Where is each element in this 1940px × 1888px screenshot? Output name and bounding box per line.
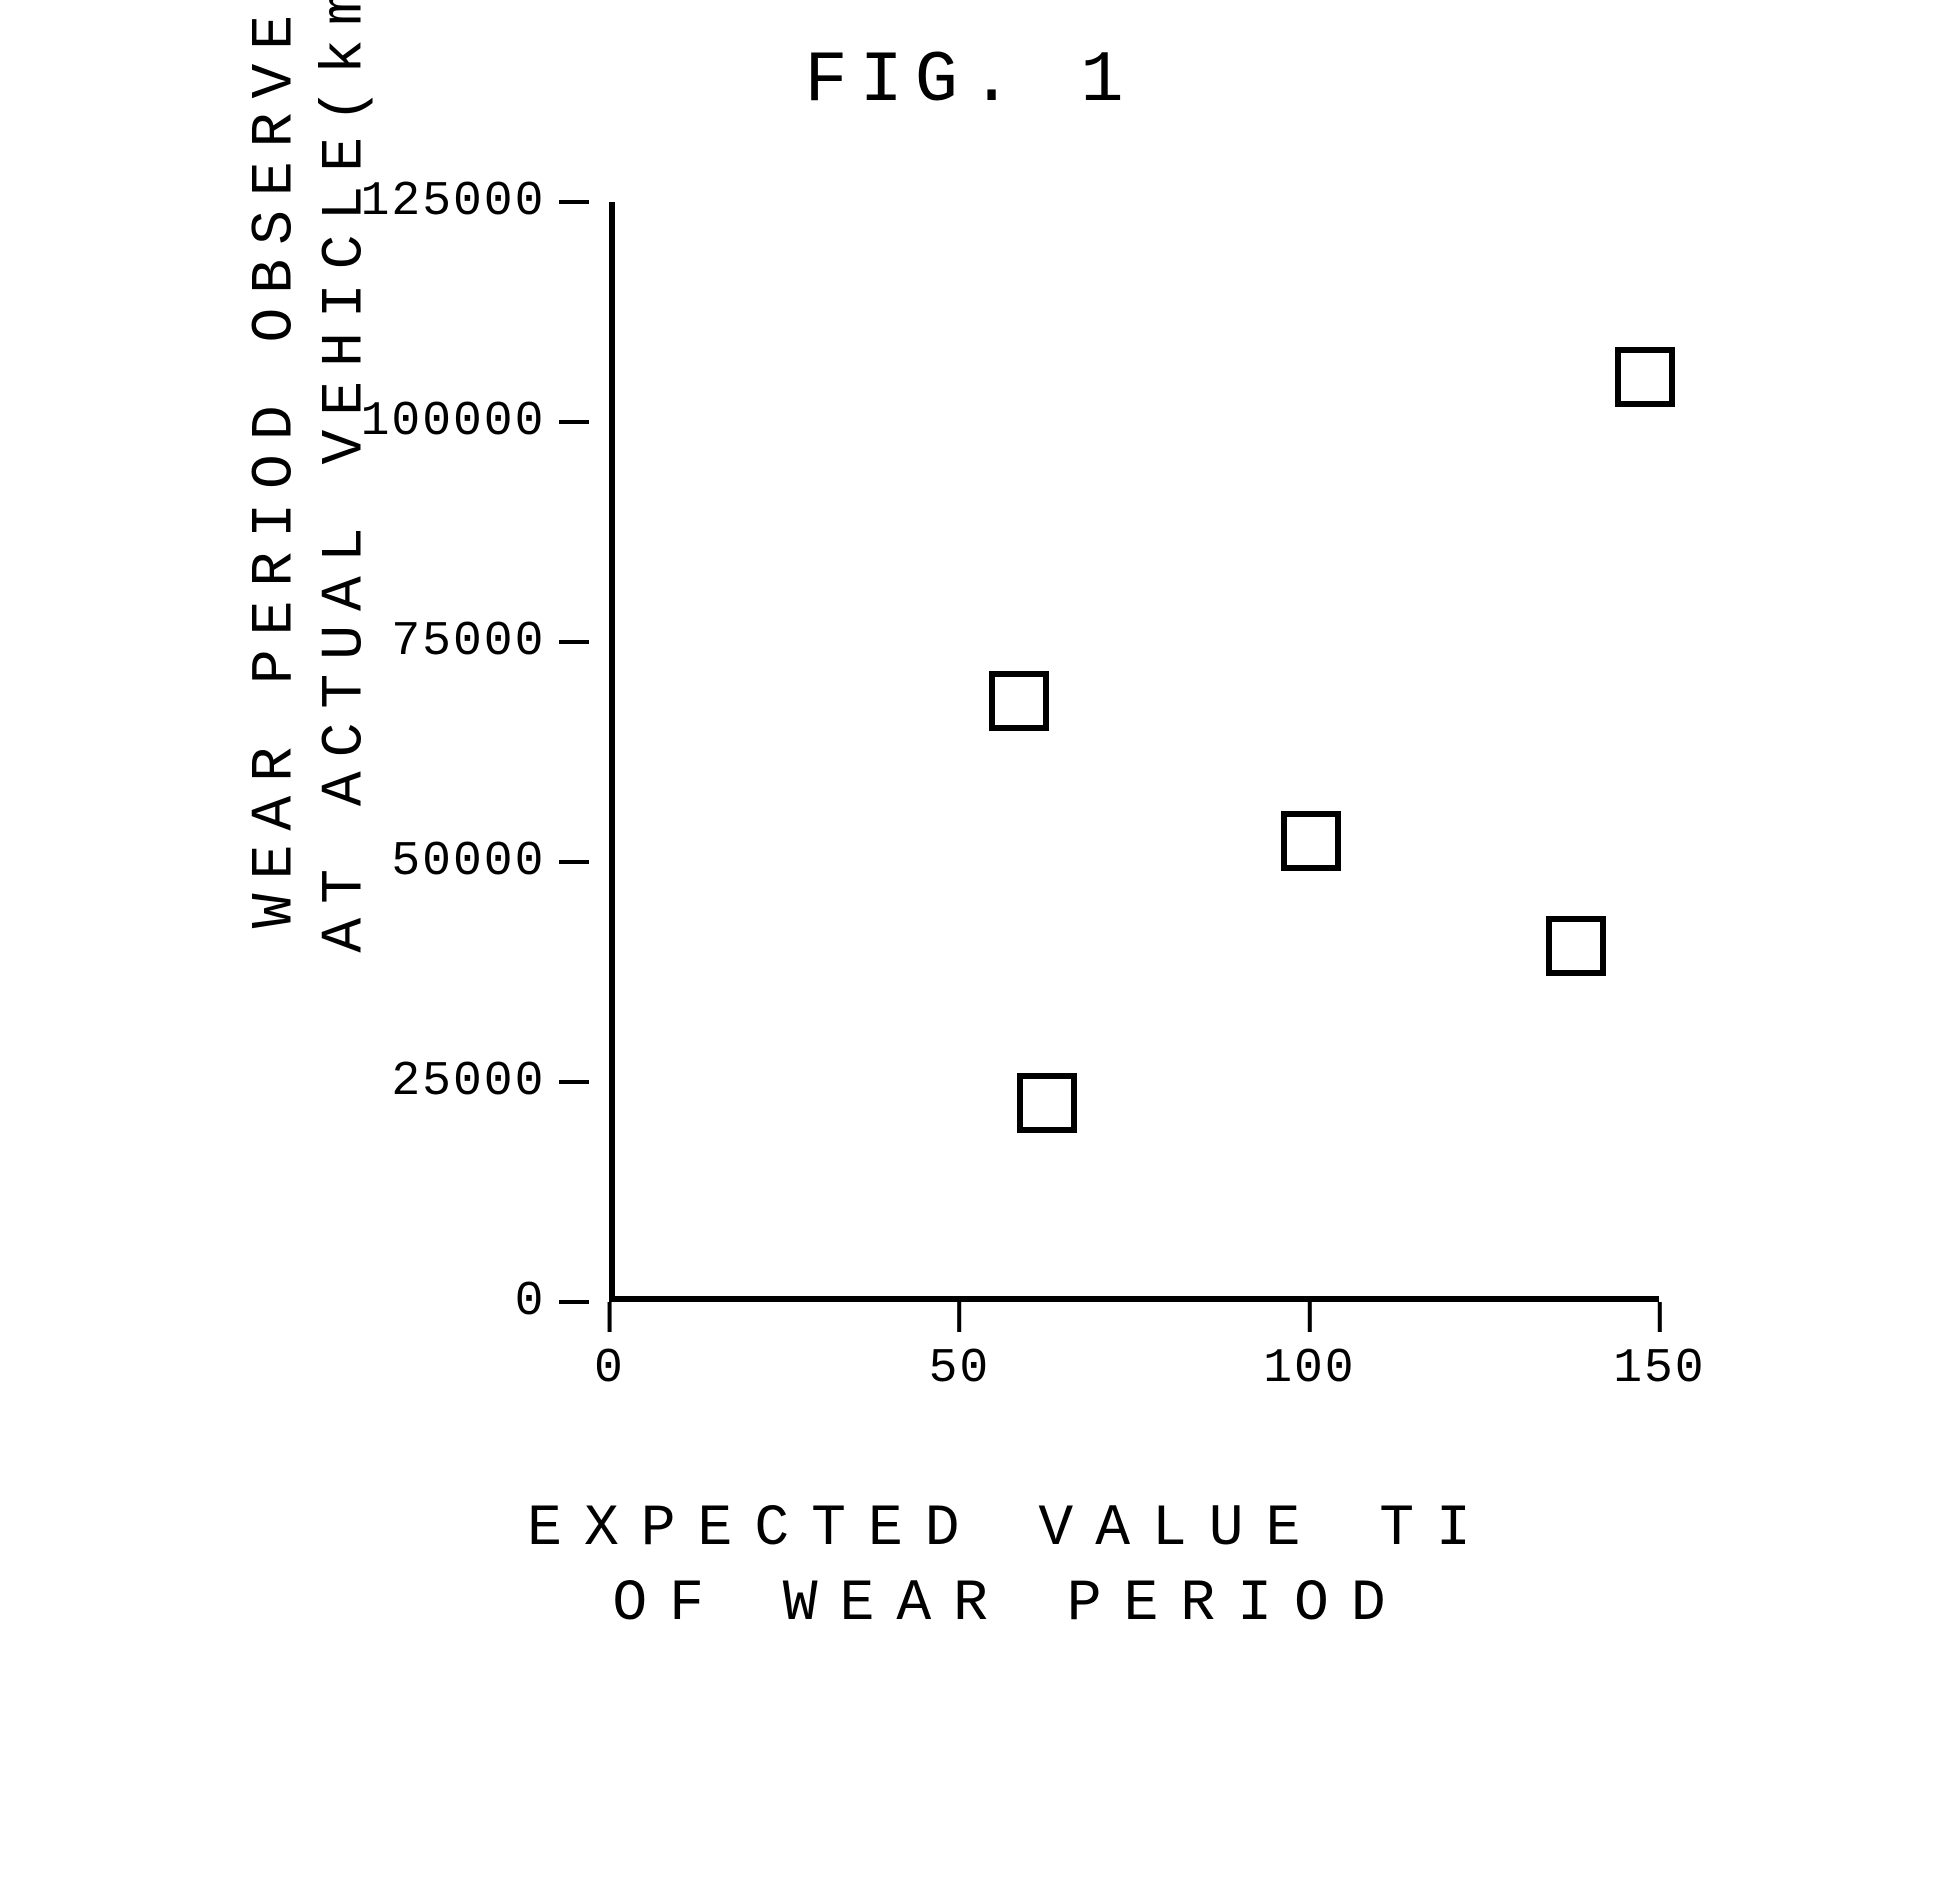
x-axis-label-line1: EXPECTED VALUE TI <box>527 1497 1493 1562</box>
x-tick-label: 150 <box>1613 1342 1705 1396</box>
x-tick-label: 100 <box>1263 1342 1355 1396</box>
chart-wrapper: WEAR PERIOD OBSERVED AT ACTUAL VEHICLE(k… <box>40 202 1900 1643</box>
y-tick-mark <box>559 200 589 204</box>
y-axis-ticks: 1250001000007500050000250000 <box>361 202 590 1302</box>
y-tick-mark <box>559 640 589 644</box>
y-tick-label: 50000 <box>391 838 545 886</box>
x-tick: 100 <box>1263 1302 1355 1396</box>
y-axis-label-line2: AT ACTUAL VEHICLE(km) <box>313 0 378 952</box>
y-tick-label: 75000 <box>391 618 545 666</box>
x-tick: 0 <box>594 1302 625 1396</box>
x-tick-mark <box>1307 1302 1311 1332</box>
x-tick-mark <box>607 1302 611 1332</box>
y-tick-label: 125000 <box>361 178 546 226</box>
y-axis-label-line1: WEAR PERIOD OBSERVED <box>243 0 308 928</box>
y-axis-label-container: WEAR PERIOD OBSERVED AT ACTUAL VEHICLE(k… <box>281 853 341 992</box>
y-tick-label: 0 <box>515 1278 546 1326</box>
y-axis-label: WEAR PERIOD OBSERVED AT ACTUAL VEHICLE(k… <box>241 892 380 952</box>
data-point-marker <box>989 671 1049 731</box>
x-tick-mark <box>1657 1302 1661 1332</box>
data-point-marker <box>1281 811 1341 871</box>
plot-row: 1250001000007500050000250000 <box>361 202 1660 1302</box>
y-tick-mark <box>559 1300 589 1304</box>
x-tick-mark <box>957 1302 961 1332</box>
x-tick-label: 0 <box>594 1342 625 1396</box>
y-tick-mark <box>559 420 589 424</box>
chart-body: 1250001000007500050000250000 050100150 E… <box>361 202 1660 1643</box>
x-axis-label: EXPECTED VALUE TI OF WEAR PERIOD <box>527 1492 1493 1643</box>
y-tick-mark <box>559 860 589 864</box>
data-point-marker <box>1017 1073 1077 1133</box>
y-tick-label: 25000 <box>391 1058 545 1106</box>
x-axis-label-line2: OF WEAR PERIOD <box>612 1572 1407 1637</box>
x-tick-label: 50 <box>929 1342 991 1396</box>
x-axis-ticks: 050100150 <box>609 1302 1659 1392</box>
y-tick-mark <box>559 1080 589 1084</box>
data-point-marker <box>1546 916 1606 976</box>
data-point-marker <box>1615 347 1675 407</box>
y-tick-label: 100000 <box>361 398 546 446</box>
x-tick: 50 <box>929 1302 991 1396</box>
plot-area <box>609 202 1659 1302</box>
figure-container: FIG. 1 WEAR PERIOD OBSERVED AT ACTUAL VE… <box>40 40 1900 1643</box>
x-tick: 150 <box>1613 1302 1705 1396</box>
